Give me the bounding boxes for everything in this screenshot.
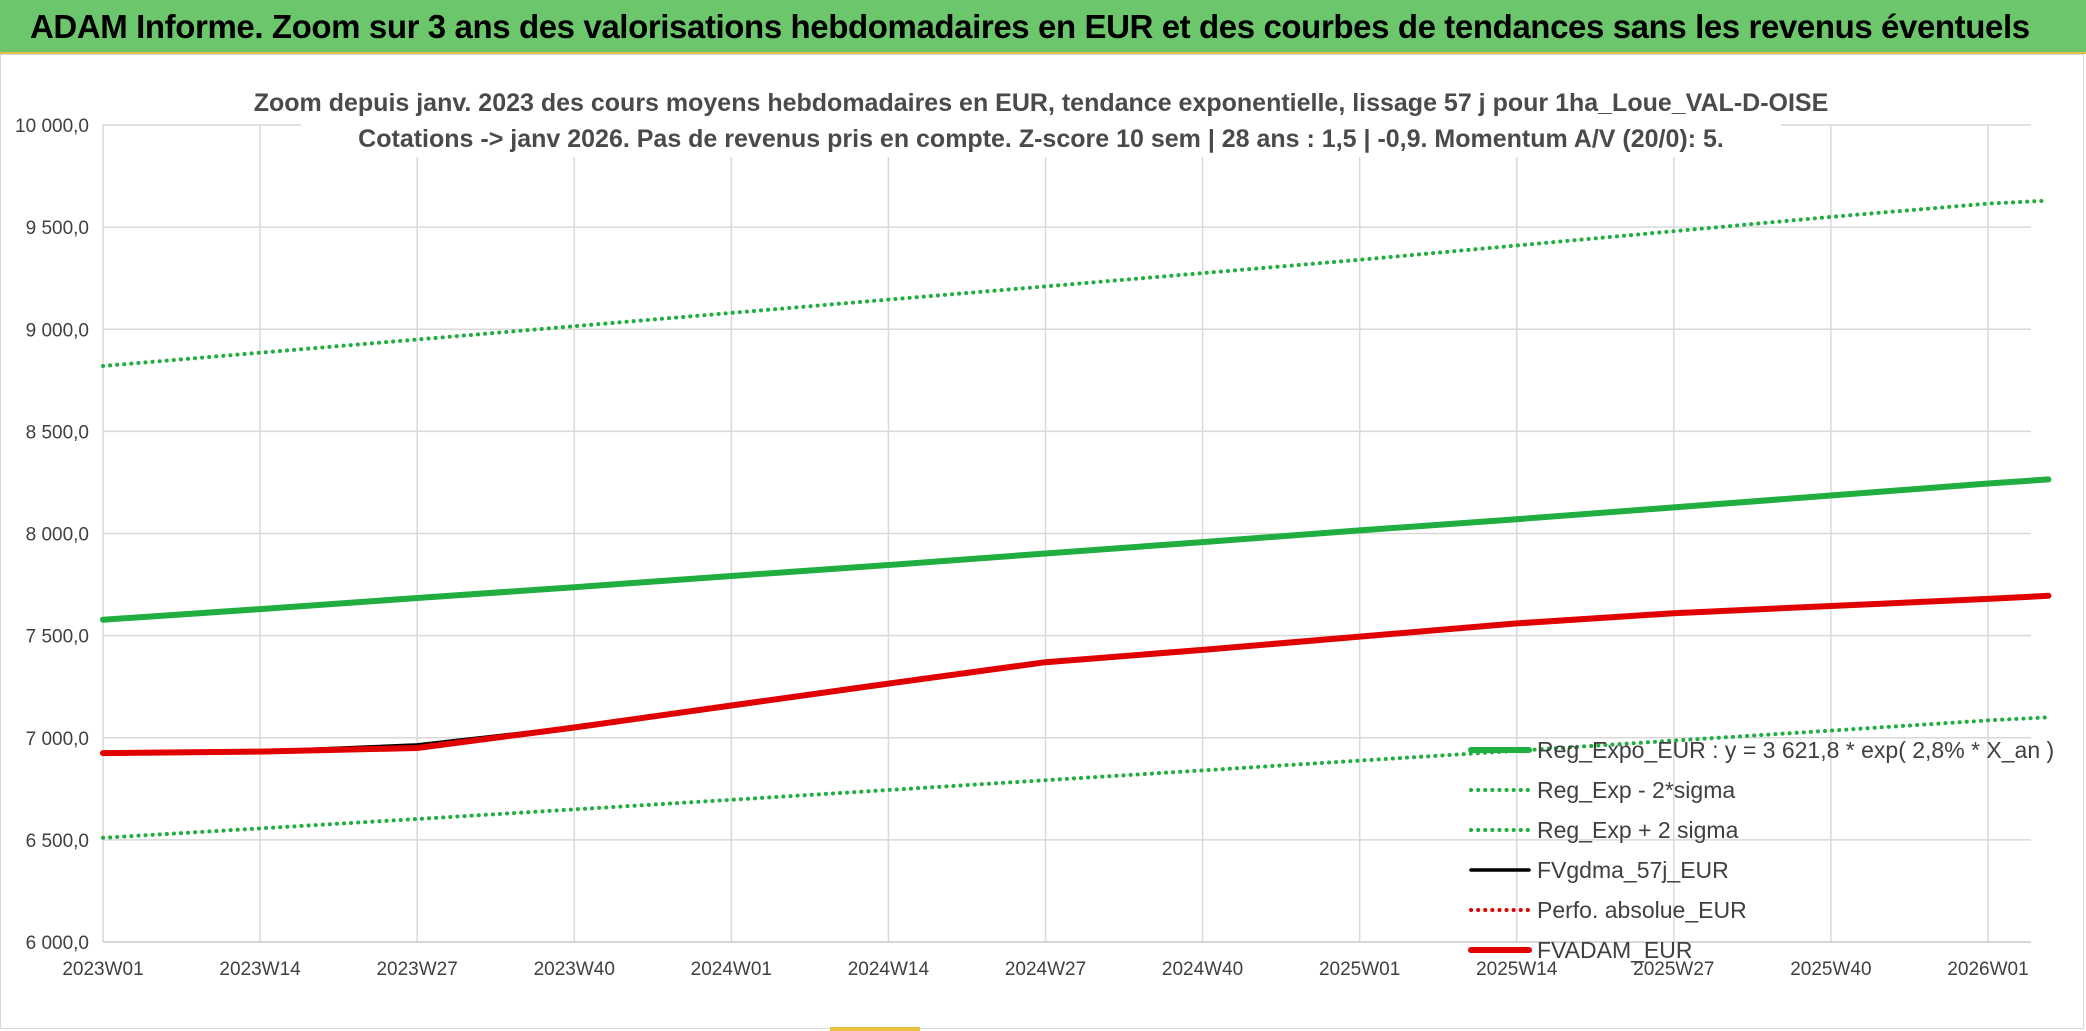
x-tick-label: 2025W27 (1633, 959, 1714, 980)
x-tick-label: 2023W40 (534, 959, 615, 980)
header-bar: ADAM Informe. Zoom sur 3 ans des valoris… (0, 0, 2086, 54)
y-tick-label: 8 500,0 (26, 422, 89, 443)
chart-title: Zoom depuis janv. 2023 des cours moyens … (254, 77, 1829, 157)
series-line-5 (100, 592, 2052, 757)
x-tick-label: 2023W14 (219, 959, 301, 980)
series-layer (100, 198, 2052, 840)
legend-label: Reg_Expo_EUR : y = 3 621,8 * exp( 2,8% *… (1537, 737, 2054, 763)
chart-area: 6 000,0 6 500,0 7 000,0 7 500,0 8 000,0 8 500… (0, 54, 2084, 1029)
y-tick-label: 10 000,0 (15, 116, 89, 137)
y-tick-label: 7 000,0 (26, 729, 89, 750)
chart-svg: 6 000,0 6 500,0 7 000,0 7 500,0 8 000,0 8 500… (15, 77, 2054, 980)
chart-title-line2: Cotations -> janv 2026. Pas de revenus p… (358, 125, 1724, 153)
y-tick-label: 8 000,0 (26, 525, 89, 546)
series-line-3 (101, 595, 2051, 755)
axis-layer: 6 000,0 6 500,0 7 000,0 7 500,0 8 000,0 8 500… (15, 116, 2031, 980)
legend-label: Reg_Exp - 2*sigma (1537, 777, 1735, 803)
legend-label: Perfo. absolue_EUR (1537, 897, 1747, 923)
x-tick-label: 2026W01 (1947, 959, 2028, 980)
y-tick-label: 9 000,0 (26, 320, 89, 341)
y-tick-label: 9 500,0 (26, 218, 89, 239)
grid-layer (102, 124, 2031, 943)
x-tick-label: 2025W14 (1476, 959, 1558, 980)
chart-title-line1: Zoom depuis janv. 2023 des cours moyens … (254, 89, 1829, 117)
title-backdrop (301, 77, 1781, 157)
x-tick-label: 2024W14 (848, 959, 930, 980)
series-line-0 (100, 476, 2052, 623)
y-tick-label: 6 500,0 (26, 831, 89, 852)
legend-label: FVADAM_EUR (1537, 937, 1693, 963)
x-tick-label: 2023W01 (62, 959, 143, 980)
series-line-2 (101, 198, 2051, 368)
y-tick-label: 6 000,0 (26, 933, 89, 954)
x-tick-label: 2025W40 (1790, 959, 1871, 980)
x-tick-label: 2024W01 (691, 959, 772, 980)
series-line-1 (101, 715, 2051, 840)
legend-label: FVgdma_57j_EUR (1537, 857, 1729, 883)
legend: Reg_Expo_EUR : y = 3 621,8 * exp( 2,8% *… (1468, 737, 2054, 963)
legend-label: Reg_Exp + 2 sigma (1537, 817, 1739, 843)
series-line-4 (101, 593, 2051, 756)
bottom-accent-bar (830, 1027, 920, 1031)
x-tick-label: 2025W01 (1319, 959, 1400, 980)
page-title: ADAM Informe. Zoom sur 3 ans des valoris… (30, 8, 2030, 45)
x-tick-label: 2023W27 (376, 959, 457, 980)
x-tick-label: 2024W27 (1005, 959, 1086, 980)
y-tick-label: 7 500,0 (26, 627, 89, 648)
x-tick-label: 2024W40 (1162, 959, 1243, 980)
